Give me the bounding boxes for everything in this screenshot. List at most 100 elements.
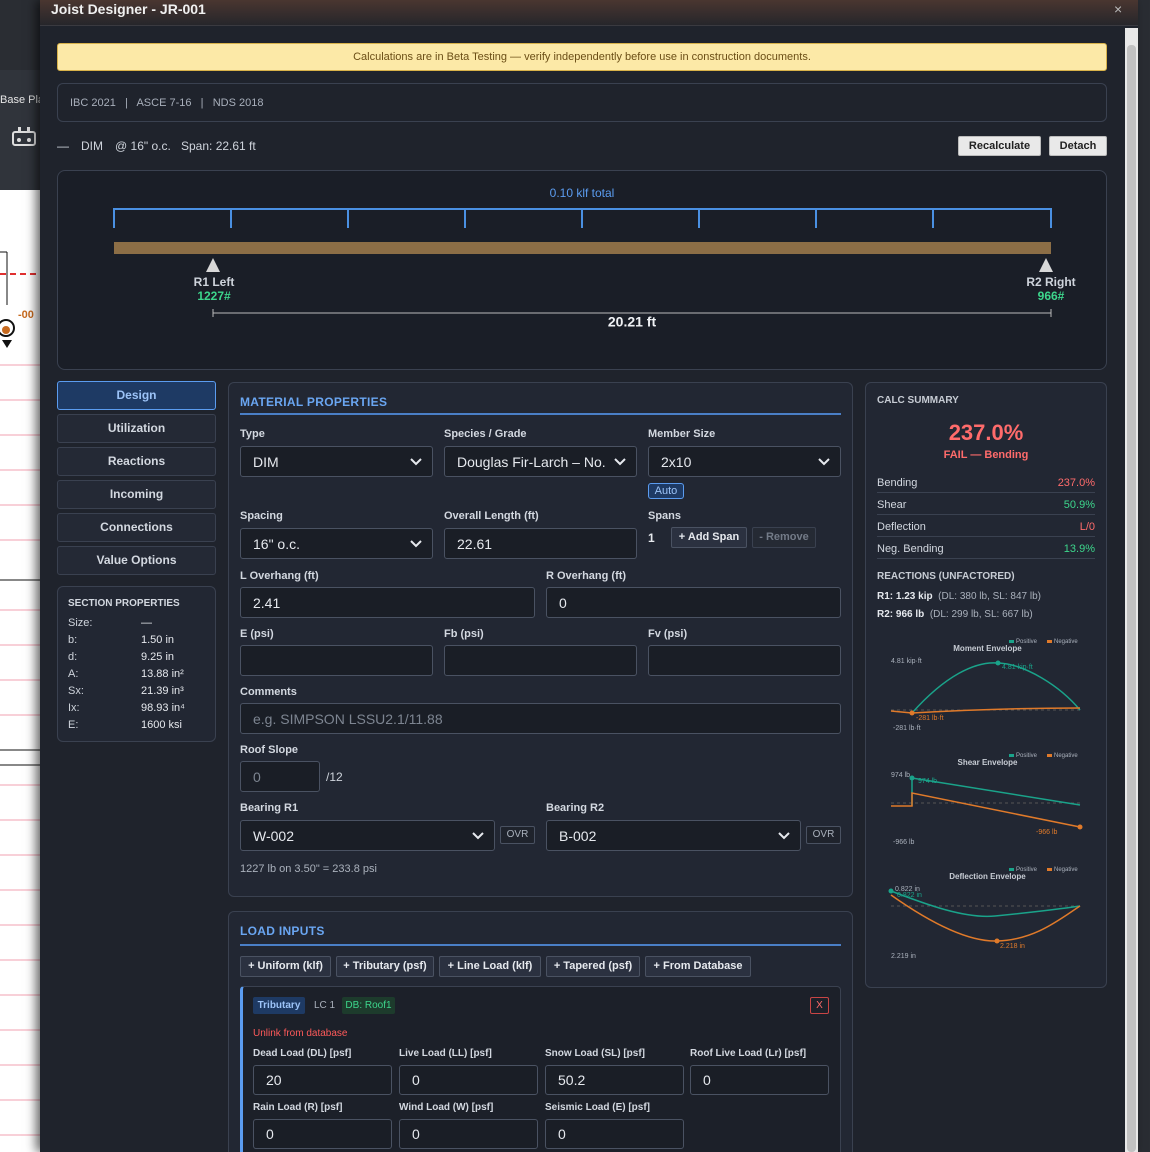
override-button[interactable]: OVR — [806, 826, 841, 844]
app-canvas — [0, 190, 40, 1152]
axis-label: 974 lb — [891, 772, 911, 779]
calc-summary — [865, 382, 1107, 988]
prop-label: Ix: — [68, 702, 80, 714]
load-input[interactable] — [690, 1065, 829, 1095]
nav-tab[interactable]: Connections — [57, 513, 216, 542]
auto-badge[interactable]: Auto — [648, 483, 684, 499]
e-input[interactable] — [240, 645, 433, 676]
prop-value: — — [141, 617, 152, 629]
fv-input[interactable] — [648, 645, 841, 676]
field-label: Snow Load (SL) [psf] — [545, 1048, 645, 1059]
point-label: 974 lb — [918, 778, 938, 785]
reaction: R1: 1.23 kip (DL: 380 lb, SL: 847 lb) — [877, 590, 1041, 604]
unlink-link[interactable]: Unlink from database — [253, 1028, 348, 1039]
add-load-button[interactable]: + Line Load (klf) — [439, 956, 541, 977]
point-label: -281 lb·ft — [916, 715, 944, 722]
roof-slope-input[interactable] — [240, 761, 320, 792]
field-label: Fb (psi) — [444, 628, 484, 640]
reaction-label: R2: 966 lb — [877, 609, 925, 620]
r1-value: 1227# — [197, 289, 231, 303]
legend-swatch — [1009, 868, 1014, 871]
add-load-button[interactable]: + Uniform (klf) — [240, 956, 331, 977]
field-label: Rain Load (R) [psf] — [253, 1102, 343, 1113]
code: IBC 2021 — [70, 97, 116, 109]
summary-value: 13.9% — [1063, 543, 1095, 555]
field-label: Bearing R1 — [240, 802, 299, 814]
load-input[interactable] — [399, 1065, 538, 1095]
chart-title: Moment Envelope — [953, 644, 1022, 653]
legend-label: Positive — [1016, 753, 1038, 759]
load-type-tag: Tributary — [253, 997, 305, 1014]
app-icon[interactable] — [10, 126, 38, 150]
load-input[interactable] — [253, 1119, 392, 1149]
legend-swatch — [1009, 754, 1014, 757]
species-select[interactable]: Douglas Fir-Larch – No. 2 — [444, 446, 637, 477]
summary-label: Neg. Bending — [877, 543, 944, 555]
legend-swatch — [1047, 868, 1052, 871]
prop-value: 13.88 in² — [141, 668, 184, 680]
load-input[interactable] — [545, 1065, 684, 1095]
row-divider — [877, 558, 1095, 559]
app-marker: -00 — [18, 309, 34, 321]
comments-input[interactable] — [240, 703, 841, 734]
separator: | — [200, 97, 204, 109]
nav-tab[interactable]: Value Options — [57, 546, 216, 575]
nav-tab[interactable]: Incoming — [57, 480, 216, 509]
backdrop — [1138, 0, 1150, 1152]
row-divider — [877, 514, 1095, 515]
field-label: Member Size — [648, 428, 716, 440]
load-input[interactable] — [399, 1119, 538, 1149]
close-button[interactable]: × — [1114, 1, 1123, 17]
field-label: R Overhang (ft) — [546, 570, 627, 582]
legend-label: Positive — [1016, 867, 1038, 873]
nav-tab[interactable]: Utilization — [57, 414, 216, 443]
span-dimension: 20.21 ft — [608, 314, 657, 330]
summary-member: — — [57, 139, 69, 153]
remove-load-button[interactable]: X — [810, 997, 829, 1014]
type-select[interactable]: DIM — [240, 446, 433, 477]
field-label: Dead Load (DL) [psf] — [253, 1048, 352, 1059]
field-label: Species / Grade — [444, 428, 527, 440]
scrollbar-thumb[interactable] — [1127, 45, 1136, 1152]
recalculate-button[interactable]: Recalculate — [958, 136, 1041, 156]
prop-value: 98.93 in⁴ — [141, 702, 185, 714]
nav-tab[interactable]: Reactions — [57, 447, 216, 476]
bearing-r1-select[interactable]: W-002 — [240, 820, 495, 851]
bearing-r2-select[interactable]: B-002 — [546, 820, 801, 851]
r-overhang-input[interactable] — [546, 587, 841, 618]
load-input[interactable] — [545, 1119, 684, 1149]
prop-value: 9.25 in — [141, 651, 175, 663]
spacing-select[interactable]: 16" o.c. — [240, 528, 433, 559]
load-input[interactable] — [253, 1065, 392, 1095]
reaction: R2: 966 lb (DL: 299 lb, SL: 667 lb) — [877, 608, 1033, 622]
remove-span-button[interactable]: - Remove — [752, 527, 816, 548]
legend-label: Negative — [1054, 753, 1078, 759]
moment-envelope — [890, 660, 1081, 716]
field-label: Spacing — [240, 510, 283, 522]
beam-drawing: 0.10 klf total R1 Left 1227# R2 Right 96… — [113, 186, 1076, 330]
length-input[interactable] — [444, 528, 637, 559]
axis-label: -966 lb — [893, 839, 915, 846]
nav-tab[interactable]: Design — [57, 381, 216, 410]
field-label: Type — [240, 428, 265, 440]
add-load-button[interactable]: + Tapered (psf) — [546, 956, 640, 977]
override-button[interactable]: OVR — [500, 826, 535, 844]
add-load-button[interactable]: + Tributary (psf) — [336, 956, 434, 977]
point-label: 0.822 in — [897, 892, 922, 899]
section-heading: LOAD INPUTS — [240, 924, 325, 938]
load-case: LC 1 — [314, 1000, 336, 1011]
add-span-button[interactable]: + Add Span — [671, 527, 747, 548]
shear-envelope — [891, 775, 1083, 830]
fb-input[interactable] — [444, 645, 637, 676]
l-overhang-input[interactable] — [240, 587, 535, 618]
field-label: Overall Length (ft) — [444, 510, 539, 522]
separator: | — [125, 97, 128, 109]
axis-label: 2.219 in — [891, 953, 916, 960]
member-size-select[interactable]: 2x10 — [648, 446, 841, 477]
legend-label: Positive — [1016, 639, 1038, 645]
status: FAIL — Bending — [943, 449, 1029, 461]
db-tag: DB: Roof1 — [342, 997, 395, 1014]
add-load-button[interactable]: + From Database — [645, 956, 751, 977]
detach-button[interactable]: Detach — [1049, 136, 1107, 156]
section-properties — [57, 586, 216, 742]
